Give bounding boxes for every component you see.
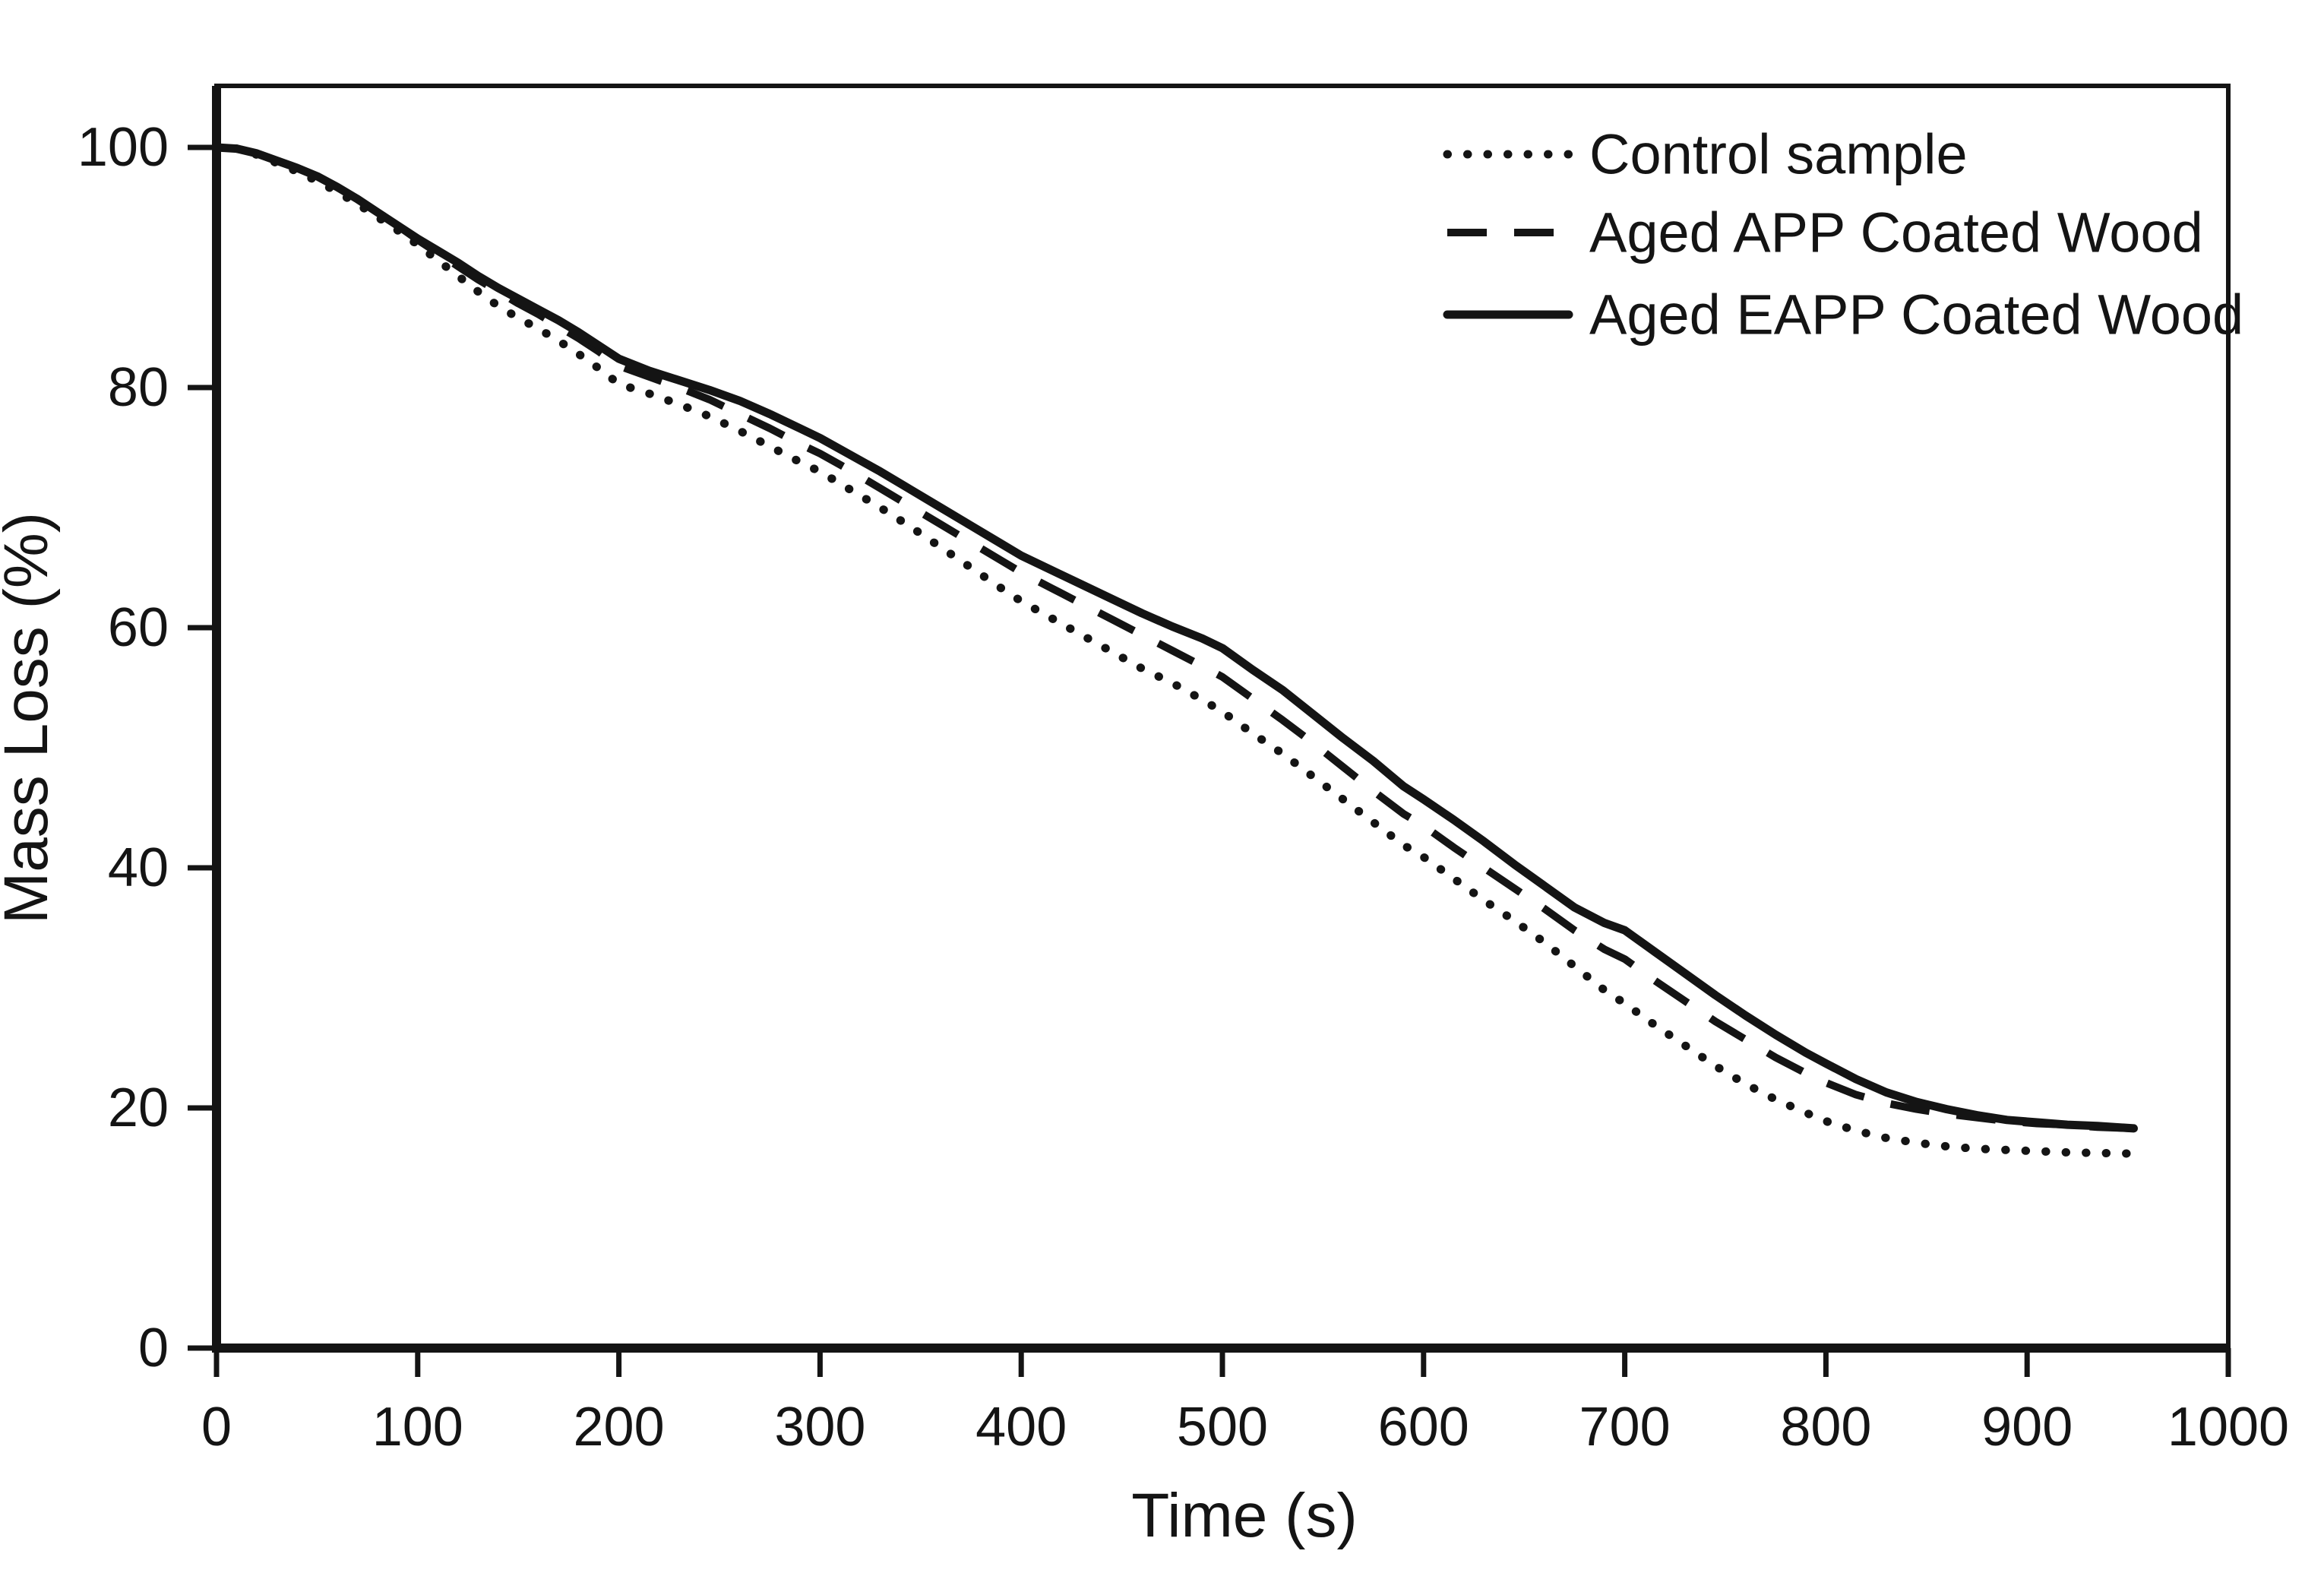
x-tick-label: 800 <box>1780 1397 1871 1457</box>
x-tick-label: 300 <box>774 1397 865 1457</box>
series-line-control-sample <box>212 143 2133 1158</box>
y-axis-title: Mass Loss (%) <box>0 512 61 924</box>
x-tick-label: 700 <box>1579 1397 1671 1457</box>
y-tick-label: 0 <box>138 1318 169 1378</box>
series-group <box>212 143 2138 1158</box>
x-tick-label: 600 <box>1378 1397 1469 1457</box>
y-axis-tick-labels: 0 20 40 60 80 100 <box>77 117 169 1378</box>
legend-label-aged-app: Aged APP Coated Wood <box>1589 201 2203 264</box>
legend-label-aged-eapp: Aged EAPP Coated Wood <box>1589 283 2243 347</box>
x-tick-label: 400 <box>975 1397 1067 1457</box>
plot-frame <box>214 84 2231 1350</box>
x-axis-ticks <box>213 1348 2231 1377</box>
y-axis-ticks <box>188 144 217 1351</box>
y-tick-label: 40 <box>108 837 169 898</box>
x-tick-label: 100 <box>372 1397 463 1457</box>
x-tick-label: 500 <box>1177 1397 1268 1457</box>
x-tick-label: 1000 <box>2167 1397 2289 1457</box>
x-tick-label: 0 <box>201 1397 232 1457</box>
y-tick-label: 100 <box>77 117 169 178</box>
x-axis-tick-labels: 0 100 200 300 400 500 600 700 800 900 1000 <box>201 1397 2289 1457</box>
x-tick-label: 900 <box>1981 1397 2073 1457</box>
y-tick-label: 80 <box>108 357 169 418</box>
legend: Control sample Aged APP Coated Wood Aged… <box>1443 123 2243 347</box>
x-tick-label: 200 <box>574 1397 665 1457</box>
y-tick-label: 20 <box>108 1078 169 1138</box>
legend-item-aged-app: Aged APP Coated Wood <box>1447 201 2203 264</box>
legend-item-aged-eapp: Aged EAPP Coated Wood <box>1443 283 2243 347</box>
legend-item-control-sample: Control sample <box>1443 123 1968 186</box>
series-line-aged-eapp-coated-wood <box>212 143 2138 1133</box>
x-axis-title: Time (s) <box>1131 1481 1358 1550</box>
legend-label-control-sample: Control sample <box>1589 123 1968 186</box>
y-tick-label: 60 <box>108 597 169 658</box>
